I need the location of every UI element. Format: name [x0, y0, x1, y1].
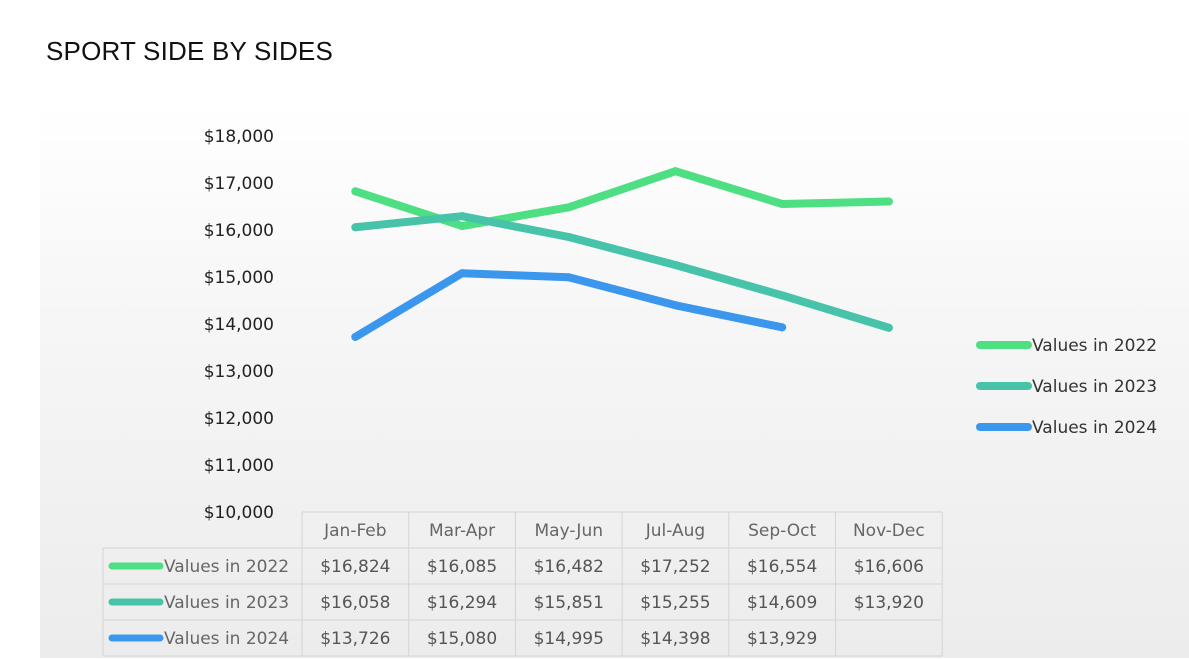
data-point	[458, 222, 467, 231]
y-tick-label: $15,000	[204, 268, 274, 288]
data-point	[564, 203, 573, 212]
table-cell-value: $16,482	[534, 557, 604, 577]
data-point	[778, 199, 787, 208]
table-cell-value: $16,606	[854, 557, 924, 577]
table-row-label: Values in 2022	[164, 557, 289, 577]
series-line-2	[351, 212, 893, 332]
data-point	[351, 187, 360, 196]
legend-label: Values in 2024	[1032, 418, 1157, 438]
table-cell-value: $16,294	[427, 593, 497, 613]
series-lines	[351, 167, 893, 341]
x-category-label: Mar-Apr	[429, 521, 495, 541]
table-row-label: Values in 2024	[164, 629, 289, 649]
y-tick-label: $12,000	[204, 409, 274, 429]
y-tick-label: $14,000	[204, 315, 274, 335]
data-point	[884, 197, 893, 206]
table-cell-value: $16,085	[427, 557, 497, 577]
table-cell-value: $13,726	[320, 629, 390, 649]
data-point	[671, 301, 680, 310]
table-cell-value: $14,398	[640, 629, 710, 649]
legend-label: Values in 2023	[1032, 377, 1157, 397]
data-point	[564, 273, 573, 282]
data-point	[564, 233, 573, 242]
table-cell-value: $16,554	[747, 557, 817, 577]
table-cell-value: $13,929	[747, 629, 817, 649]
data-point	[778, 323, 787, 332]
series-line-3	[351, 269, 787, 341]
data-point	[458, 269, 467, 278]
table-cell-value: $13,920	[854, 593, 924, 613]
x-category-label: Jul-Aug	[645, 521, 705, 541]
legend-label: Values in 2022	[1032, 336, 1157, 356]
table-cell-value: $15,255	[640, 593, 710, 613]
legend: Values in 2022 Values in 2023 Values in 20…	[976, 336, 1157, 438]
table-cell-value: $15,080	[427, 629, 497, 649]
y-tick-label: $10,000	[204, 503, 274, 523]
y-tick-label: $13,000	[204, 362, 274, 382]
x-category-label: Sep-Oct	[748, 521, 816, 541]
data-point	[351, 223, 360, 232]
table-cell-value: $16,058	[320, 593, 390, 613]
table-cell-value: $14,995	[534, 629, 604, 649]
data-point	[351, 332, 360, 341]
data-point	[884, 323, 893, 332]
y-tick-label: $11,000	[204, 456, 274, 476]
data-table: Jan-Feb Mar-Apr May-Jun Jul-Aug Sep-Oct Nov-D…	[102, 511, 943, 657]
y-tick-label: $16,000	[204, 221, 274, 241]
x-category-label: Jan-Feb	[323, 521, 386, 541]
data-point	[671, 167, 680, 176]
y-tick-label: $18,000	[204, 127, 274, 147]
table-row-label: Values in 2023	[164, 593, 289, 613]
data-point	[778, 291, 787, 300]
page-title: SPORT SIDE BY SIDES	[46, 36, 334, 66]
data-point	[458, 212, 467, 221]
x-category-label: Nov-Dec	[853, 521, 925, 541]
table-cell-value: $14,609	[747, 593, 817, 613]
table-cell-value: $15,851	[534, 593, 604, 613]
table-cell-value: $16,824	[320, 557, 390, 577]
y-axis: $10,000 $11,000 $12,000 $13,000 $14,000 $15,0…	[204, 127, 274, 523]
y-tick-label: $17,000	[204, 174, 274, 194]
data-point	[671, 261, 680, 270]
x-category-label: May-Jun	[535, 521, 604, 541]
table-cell-value: $17,252	[640, 557, 710, 577]
